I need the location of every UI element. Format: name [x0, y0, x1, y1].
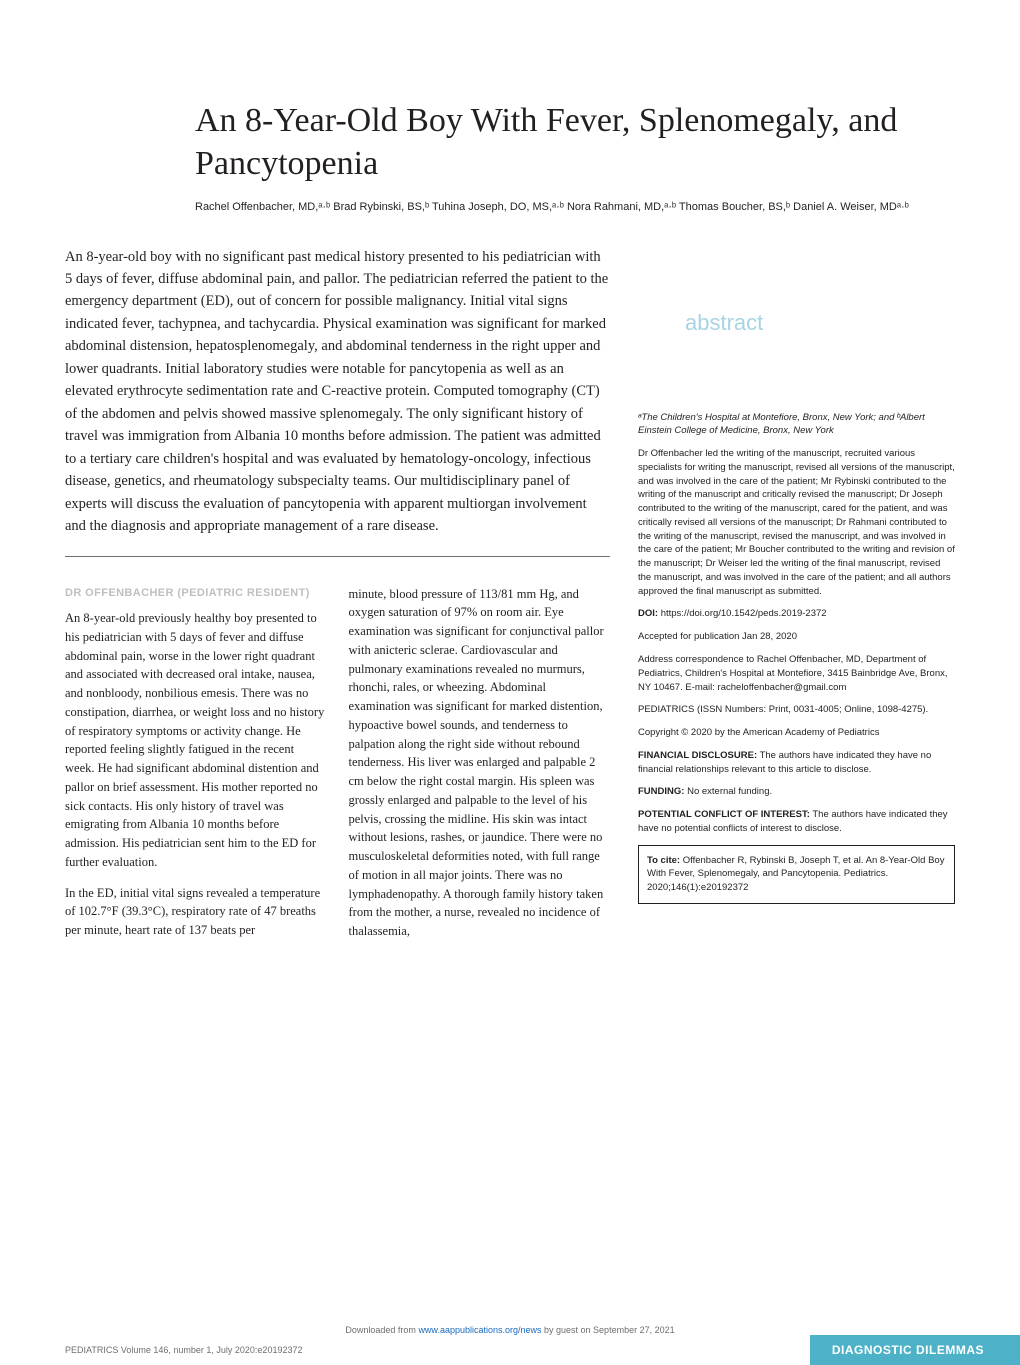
doi-value: https://doi.org/10.1542/peds.2019-2372 — [661, 608, 827, 619]
funding: FUNDING: No external funding. — [638, 785, 955, 799]
body-paragraph: In the ED, initial vital signs revealed … — [65, 884, 327, 940]
contributions: Dr Offenbacher led the writing of the ma… — [638, 447, 955, 598]
funding-text: No external funding. — [687, 786, 772, 797]
cite-label: To cite: — [647, 855, 680, 866]
footer-section-label: DIAGNOSTIC DILEMMAS — [810, 1335, 1020, 1365]
dl-pre: Downloaded from — [345, 1325, 418, 1335]
abstract-divider — [65, 556, 610, 557]
issn: PEDIATRICS (ISSN Numbers: Print, 0031-40… — [638, 703, 955, 717]
page-footer: PEDIATRICS Volume 146, number 1, July 20… — [0, 1335, 1020, 1365]
fd-label: FINANCIAL DISCLOSURE: — [638, 750, 757, 761]
citation-box: To cite: Offenbacher R, Rybinski B, Jose… — [638, 845, 955, 904]
abstract-text: An 8-year-old boy with no significant pa… — [65, 246, 610, 538]
abstract-label: abstract — [685, 310, 763, 336]
pci-label: POTENTIAL CONFLICT OF INTEREST: — [638, 809, 810, 820]
accepted-date: Accepted for publication Jan 28, 2020 — [638, 630, 955, 644]
doi-line: DOI: https://doi.org/10.1542/peds.2019-2… — [638, 607, 955, 621]
footer-citation: PEDIATRICS Volume 146, number 1, July 20… — [0, 1345, 810, 1355]
financial-disclosure: FINANCIAL DISCLOSURE: The authors have i… — [638, 749, 955, 777]
funding-label: FUNDING: — [638, 786, 684, 797]
body-columns: DR OFFENBACHER (PEDIATRIC RESIDENT) An 8… — [65, 585, 610, 953]
author-list: Rachel Offenbacher, MD,ᵃ·ᵇ Brad Rybinski… — [195, 199, 955, 216]
article-title: An 8-Year-Old Boy With Fever, Splenomega… — [195, 100, 955, 185]
conflict-of-interest: POTENTIAL CONFLICT OF INTEREST: The auth… — [638, 808, 955, 836]
sidebar-metadata: ᵃThe Children's Hospital at Montefiore, … — [638, 246, 955, 953]
left-column: An 8-year-old boy with no significant pa… — [65, 246, 610, 953]
main-content-row: An 8-year-old boy with no significant pa… — [65, 246, 955, 953]
affiliations: ᵃThe Children's Hospital at Montefiore, … — [638, 411, 955, 439]
cite-text: Offenbacher R, Rybinski B, Joseph T, et … — [647, 855, 944, 894]
body-paragraph: minute, blood pressure of 113/81 mm Hg, … — [349, 585, 611, 941]
download-notice: Downloaded from www.aappublications.org/… — [0, 1325, 1020, 1335]
body-paragraph: An 8-year-old previously healthy boy pre… — [65, 609, 327, 872]
dl-post: by guest on September 27, 2021 — [542, 1325, 675, 1335]
section-heading: DR OFFENBACHER (PEDIATRIC RESIDENT) — [65, 585, 327, 602]
correspondence: Address correspondence to Rachel Offenba… — [638, 653, 955, 694]
body-column-1: DR OFFENBACHER (PEDIATRIC RESIDENT) An 8… — [65, 585, 327, 953]
dl-link[interactable]: www.aappublications.org/news — [418, 1325, 541, 1335]
copyright: Copyright © 2020 by the American Academy… — [638, 726, 955, 740]
body-column-2: minute, blood pressure of 113/81 mm Hg, … — [349, 585, 611, 953]
doi-label: DOI: — [638, 608, 658, 619]
